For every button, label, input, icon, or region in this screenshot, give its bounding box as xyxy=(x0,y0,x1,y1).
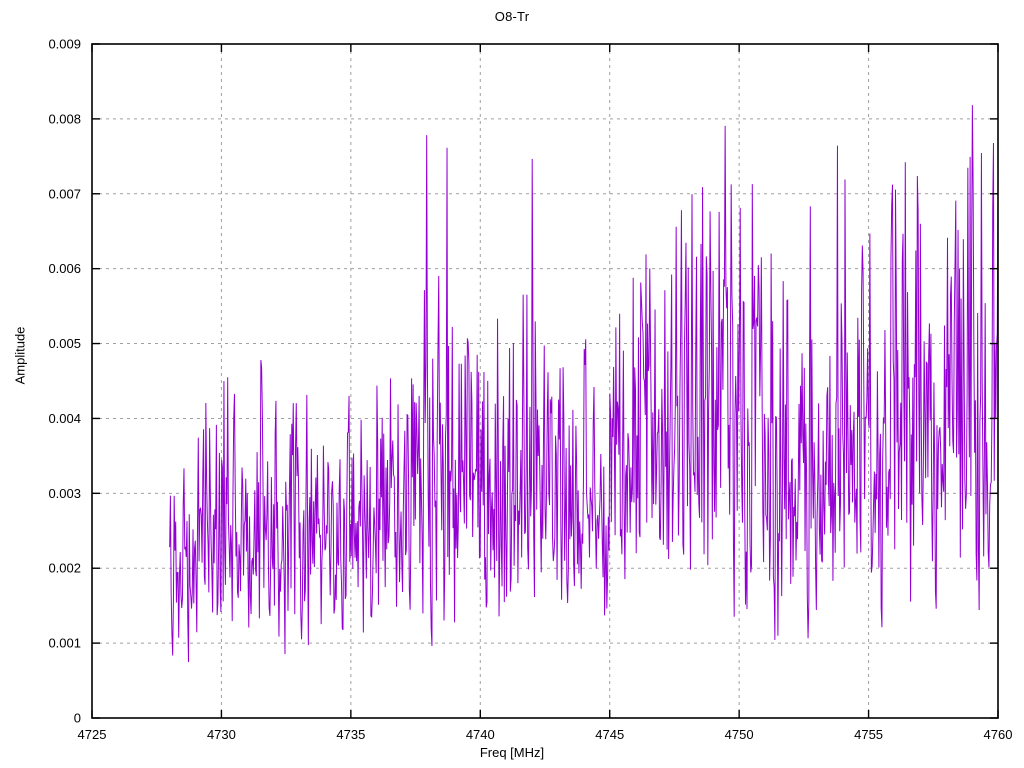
y-tick-label: 0.002 xyxy=(48,561,81,576)
x-tick-label: 4730 xyxy=(207,727,236,742)
x-axis-label: Freq [MHz] xyxy=(479,745,545,760)
data-series-layer xyxy=(169,105,999,663)
y-tick-label: 0.007 xyxy=(48,186,81,201)
spectrum-trace xyxy=(169,105,999,663)
y-tick-label: 0.003 xyxy=(48,486,81,501)
tick-marks-layer xyxy=(91,43,999,719)
y-tick-label: 0.004 xyxy=(48,411,81,426)
x-tick-label: 4735 xyxy=(336,727,365,742)
x-tick-label: 4745 xyxy=(595,727,624,742)
x-tick-label: 4725 xyxy=(78,727,107,742)
x-tick-label: 4760 xyxy=(984,727,1013,742)
y-tick-label: 0 xyxy=(74,711,81,726)
x-tick-label: 4750 xyxy=(725,727,754,742)
tick-labels-layer: 0 0.001 0.002 0.003 0.004 0.005 0.006 0.007 0.00… xyxy=(48,37,1012,743)
y-tick-label: 0.006 xyxy=(48,261,81,276)
y-tick-label: 0.009 xyxy=(48,37,81,52)
x-tick-label: 4755 xyxy=(854,727,883,742)
y-tick-label: 0.008 xyxy=(48,111,81,126)
y-tick-label: 0.001 xyxy=(48,636,81,651)
chart-title: O8-Tr xyxy=(494,9,530,24)
plot-frame xyxy=(91,43,999,719)
y-axis-label: Amplitude xyxy=(12,326,28,385)
x-tick-label: 4740 xyxy=(466,727,495,742)
y-tick-label: 0.005 xyxy=(48,336,81,351)
